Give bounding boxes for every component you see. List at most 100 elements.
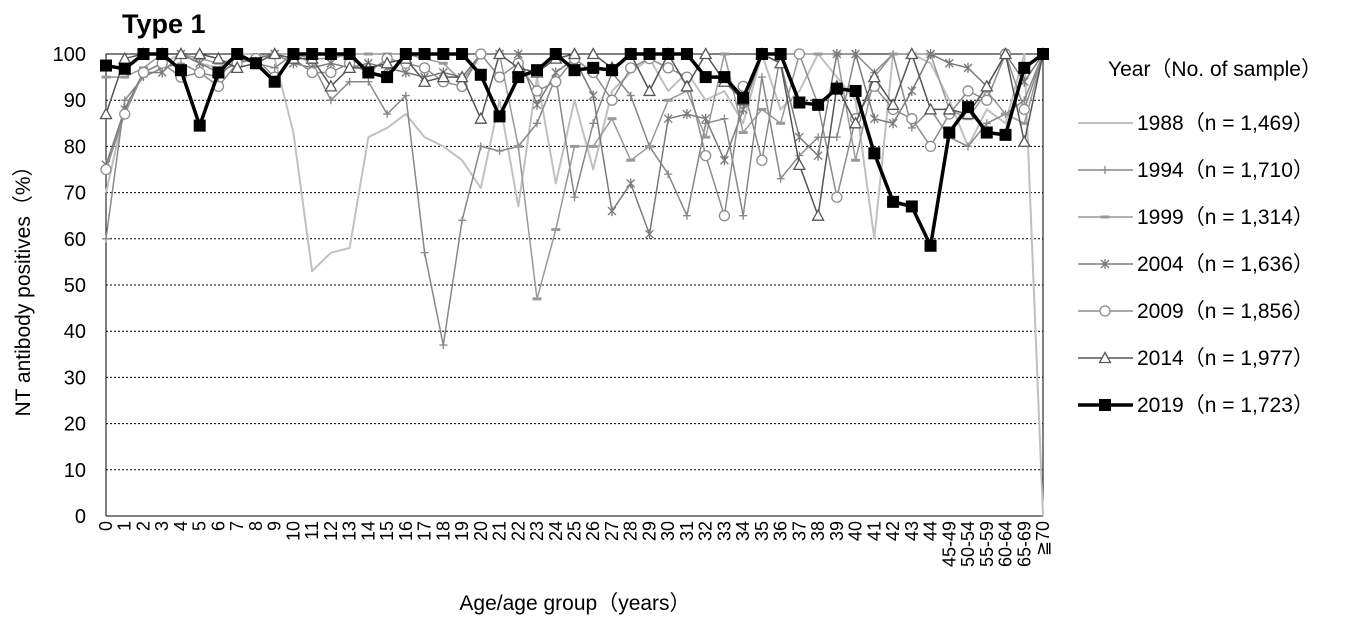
x-tick-label: 44 [921, 521, 941, 541]
data-point-marker [981, 94, 993, 106]
data-point-marker [156, 48, 169, 60]
data-point-marker [662, 48, 675, 60]
gridlines [105, 53, 1044, 517]
data-point-marker [830, 82, 843, 95]
data-point-marker [699, 71, 712, 84]
x-tick-label: 34 [733, 521, 753, 541]
series-lines [99, 47, 1050, 517]
data-point-marker [924, 140, 937, 153]
x-tick-label: 16 [396, 521, 416, 541]
y-tick-label: 60 [64, 229, 86, 251]
data-point-marker [343, 48, 356, 60]
data-point-marker [832, 49, 842, 59]
legend-entry: 2004（n = 1,636） [1078, 253, 1314, 276]
x-tick-label: 1 [115, 521, 135, 531]
x-tick-label: 55-59 [977, 521, 997, 567]
data-point-marker [567, 47, 582, 60]
data-point-marker [719, 155, 729, 166]
data-point-marker [626, 91, 635, 100]
data-point-marker [886, 97, 900, 110]
legend-label: 1999（n = 1,314） [1137, 206, 1314, 229]
legend-entry: 2019（n = 1,723） [1078, 394, 1314, 417]
data-point-marker [568, 64, 581, 77]
data-point-marker [625, 62, 637, 74]
data-point-marker [1017, 134, 1031, 147]
data-point-marker [701, 113, 711, 124]
data-point-marker [418, 48, 431, 60]
y-tick-label: 100 [53, 44, 86, 66]
data-point-marker [849, 84, 862, 97]
data-point-marker [944, 58, 954, 69]
data-point-marker [492, 47, 507, 60]
data-point-marker [383, 110, 392, 119]
data-point-marker [962, 101, 975, 114]
data-point-marker [849, 116, 863, 129]
data-point-marker [193, 119, 206, 132]
data-point-marker [869, 113, 879, 124]
x-tick-label: 2 [133, 521, 153, 531]
data-point-marker [813, 150, 823, 161]
legend-entry: 1994（n = 1,710） [1078, 159, 1314, 182]
data-point-marker [100, 59, 112, 72]
data-point-marker [380, 56, 394, 69]
data-point-marker [194, 66, 206, 79]
data-point-marker [324, 48, 337, 60]
data-point-marker [887, 195, 900, 208]
x-tick-label: 22 [508, 521, 528, 541]
series-line [105, 53, 1044, 517]
data-point-marker [326, 96, 335, 105]
y-tick-label: 40 [64, 321, 86, 343]
data-point-marker [99, 107, 113, 120]
data-point-marker [474, 111, 488, 124]
data-point-marker [851, 49, 861, 59]
series-line [105, 52, 1045, 248]
x-tick-label: 37 [789, 521, 809, 541]
x-tick-label: 3 [152, 521, 172, 531]
x-tick-label: 45-49 [939, 521, 959, 567]
data-point-marker [605, 64, 618, 77]
data-point-marker [739, 211, 748, 220]
x-tick-label: 13 [340, 521, 360, 541]
data-point-marker [680, 79, 694, 92]
data-point-marker [793, 96, 806, 109]
x-tick-label: 24 [546, 521, 566, 541]
data-point-marker [662, 62, 674, 74]
data-point-marker [626, 178, 636, 189]
y-tick-label: 70 [64, 183, 86, 205]
data-point-marker [793, 48, 806, 60]
legend-label: 1994（n = 1,710） [1137, 159, 1314, 182]
data-point-marker [999, 128, 1012, 141]
data-point-marker [718, 71, 731, 84]
x-tick-label: 43 [902, 521, 922, 541]
data-point-marker [905, 200, 918, 213]
x-tick-label: 50-54 [958, 521, 978, 567]
data-point-marker [120, 96, 129, 105]
data-point-marker [905, 47, 919, 60]
series-2 [101, 52, 1048, 301]
data-point-marker [551, 67, 561, 78]
x-tick-label: 19 [452, 521, 472, 541]
data-point-marker [137, 66, 150, 79]
data-point-marker [757, 73, 766, 82]
legend-entry: 2009（n = 1,856） [1078, 300, 1314, 323]
x-tick-label: 28 [621, 521, 641, 541]
data-point-marker [195, 58, 205, 69]
data-point-marker [475, 48, 487, 60]
data-point-marker [645, 229, 654, 240]
y-tick-label: 10 [64, 460, 86, 482]
data-point-marker [720, 114, 729, 123]
data-point-marker [792, 158, 806, 171]
data-point-marker [832, 133, 841, 142]
data-point-marker [643, 48, 656, 60]
data-point-marker [211, 51, 226, 64]
x-tick-label: 14 [358, 521, 378, 541]
data-point-marker [774, 48, 787, 60]
legend-entry: 2014（n = 1,977） [1078, 347, 1314, 370]
x-tick-label: 8 [246, 521, 266, 531]
data-point-marker [980, 126, 993, 139]
x-tick-label: 41 [864, 521, 884, 541]
data-point-marker [1018, 61, 1031, 74]
data-point-marker [174, 64, 187, 77]
data-point-marker [287, 48, 300, 60]
data-point-marker [776, 174, 785, 183]
